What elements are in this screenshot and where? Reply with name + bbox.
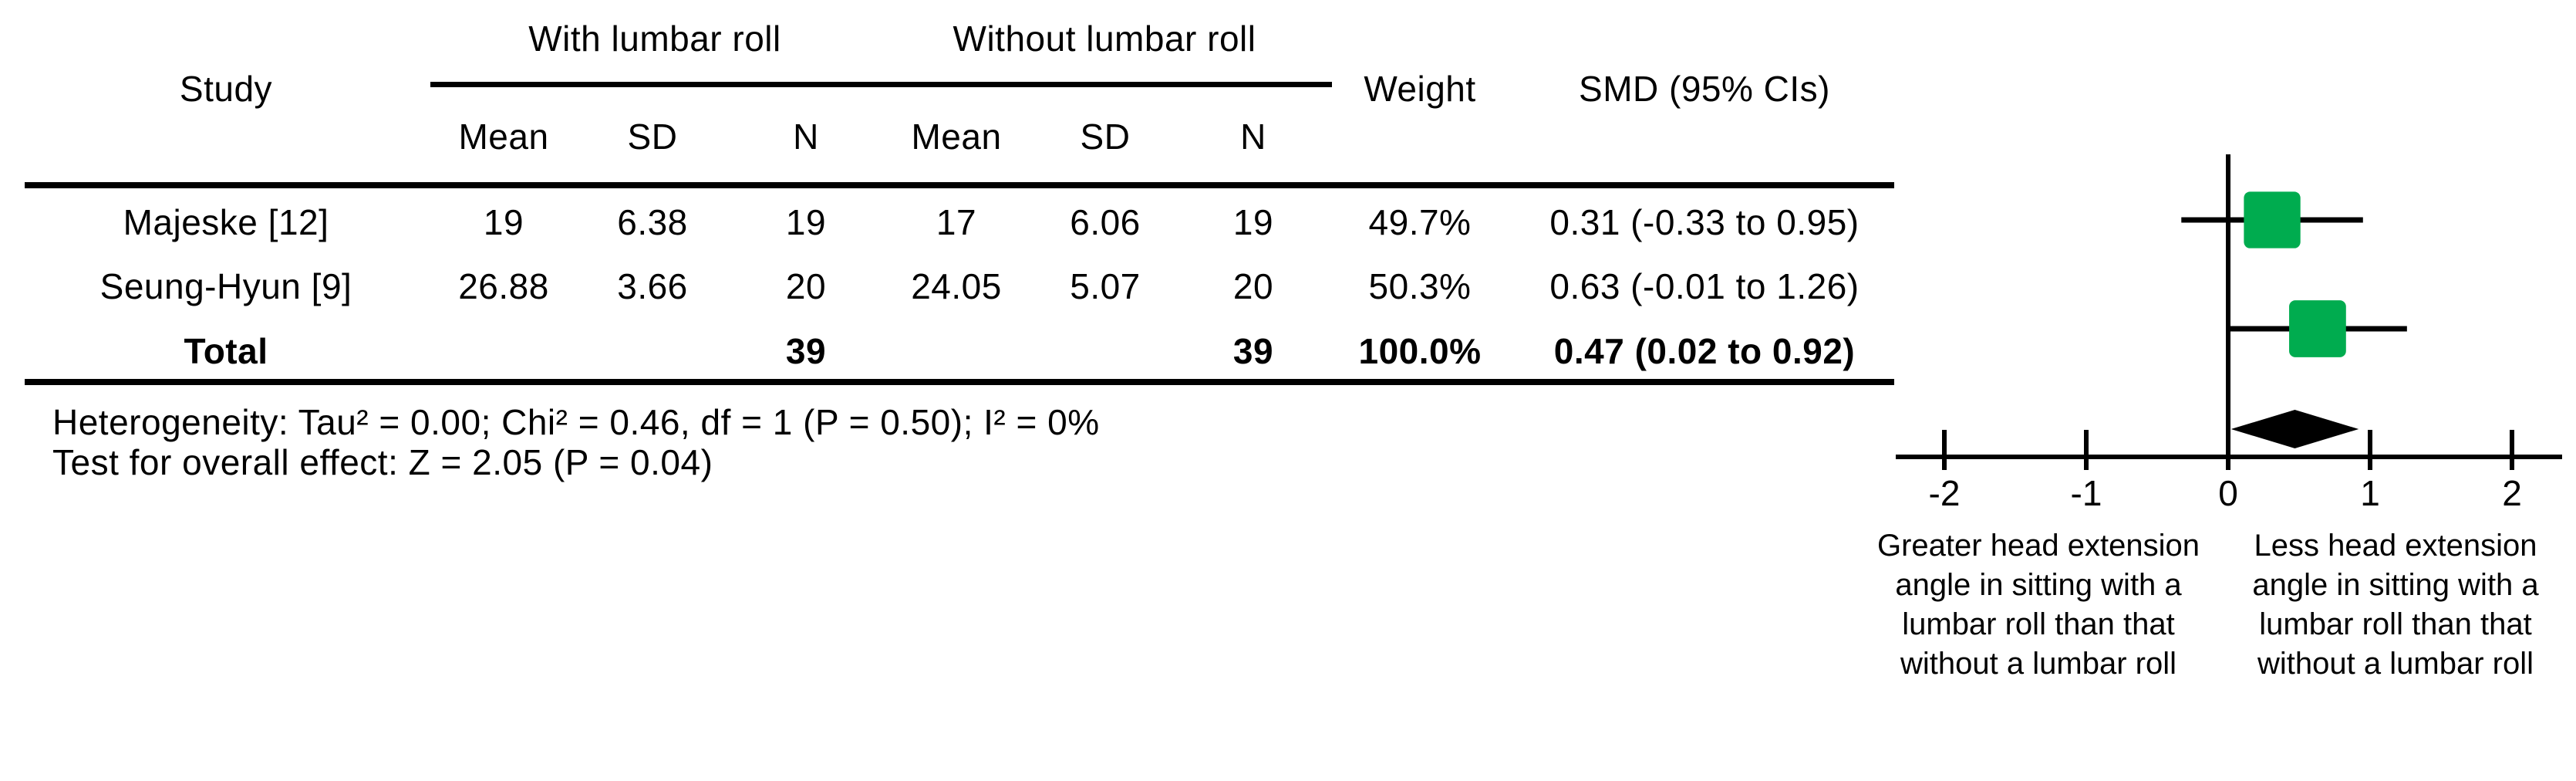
header-weight: Weight <box>1364 69 1476 109</box>
x-tick-label: -2 <box>1929 473 1961 513</box>
x-tick-label: -1 <box>2071 473 2102 513</box>
header-n-without: N <box>1240 117 1266 157</box>
total-smd: 0.47 (0.02 to 0.92) <box>1553 331 1856 371</box>
row-mean2: 24.05 <box>911 266 1002 306</box>
pooled-diamond <box>2230 410 2359 448</box>
header-sd-with: SD <box>627 117 678 157</box>
row-n1: 20 <box>785 266 827 306</box>
row-study: Seung-Hyun [9] <box>99 266 352 306</box>
axis-label-left: Greater head extension angle in sitting … <box>1876 529 2200 681</box>
header-sd-without: SD <box>1080 117 1131 157</box>
x-tick-label: 1 <box>2360 473 2380 513</box>
row-sd1: 6.38 <box>617 202 688 242</box>
study-smd-square <box>2244 191 2301 248</box>
table-bottom-rule <box>25 379 1894 385</box>
row-sd2: 6.06 <box>1070 202 1141 242</box>
row-n2: 20 <box>1232 266 1274 306</box>
total-label: Total <box>184 331 268 371</box>
study-smd-square <box>2289 300 2346 357</box>
row-mean1: 19 <box>483 202 524 242</box>
total-weight: 100.0% <box>1358 331 1482 371</box>
x-tick-label: 0 <box>2218 473 2238 513</box>
header-group-with: With lumbar roll <box>528 19 781 59</box>
axis-label-right: Less head extension angle in sitting wit… <box>2252 529 2539 681</box>
header-smd: SMD (95% CIs) <box>1579 69 1830 109</box>
row-mean2: 17 <box>936 202 977 242</box>
header-group-without: Without lumbar roll <box>953 19 1256 59</box>
x-tick-label: 2 <box>2502 473 2522 513</box>
row-mean1: 26.88 <box>458 266 549 306</box>
header-study: Study <box>179 69 273 109</box>
total-n2: 39 <box>1232 331 1274 371</box>
row-sd1: 3.66 <box>617 266 688 306</box>
row-smd: 0.31 (-0.33 to 0.95) <box>1549 202 1860 242</box>
header-n-with: N <box>793 117 819 157</box>
row-study: Majeske [12] <box>123 202 329 242</box>
total-n1: 39 <box>785 331 827 371</box>
header-mean-with: Mean <box>458 117 549 157</box>
overall-effect-note: Test for overall effect: Z = 2.05 (P = 0… <box>52 442 713 482</box>
row-weight: 50.3% <box>1368 266 1472 306</box>
header-mean-without: Mean <box>911 117 1002 157</box>
heterogeneity-note: Heterogeneity: Tau² = 0.00; Chi² = 0.46,… <box>52 402 1100 442</box>
row-n1: 19 <box>785 202 827 242</box>
row-weight: 49.7% <box>1368 202 1472 242</box>
group-header-rule <box>430 82 1332 87</box>
row-sd2: 5.07 <box>1070 266 1141 306</box>
row-n2: 19 <box>1232 202 1274 242</box>
row-smd: 0.63 (-0.01 to 1.26) <box>1549 266 1860 306</box>
table-top-rule <box>25 182 1894 188</box>
